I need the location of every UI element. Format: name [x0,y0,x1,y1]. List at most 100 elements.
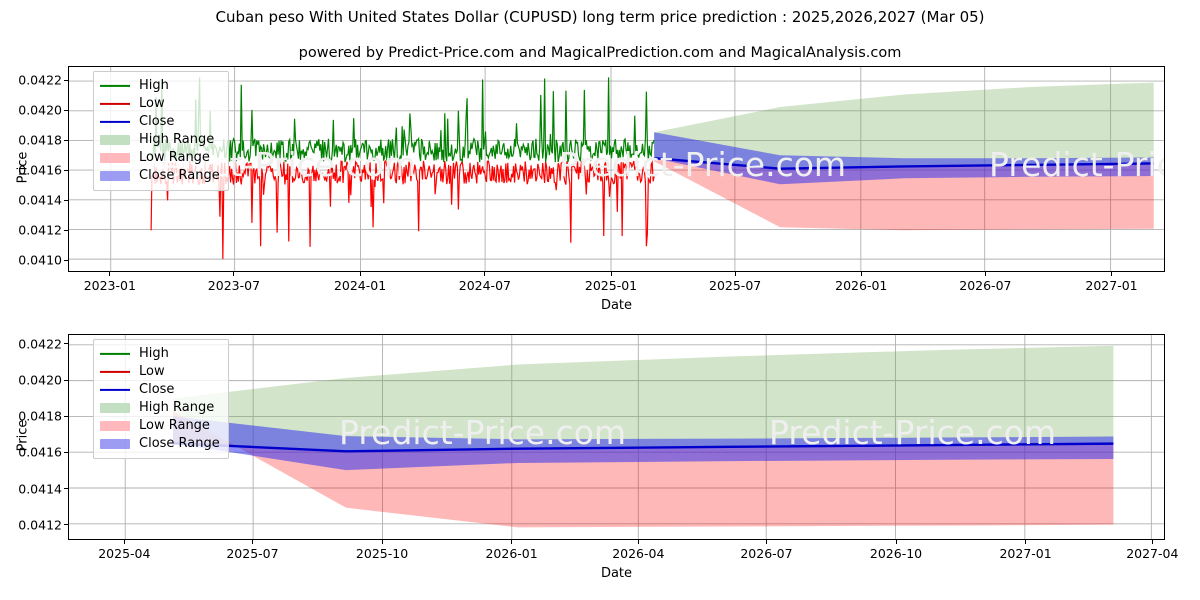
top-chart-legend: High Low Close High Range Low Range Close Ran… [93,71,229,191]
legend-item-close: Close [100,381,220,399]
x-axis-tick-label: 2023-01 [83,278,136,293]
y-tick-mark [64,451,68,453]
legend-swatch-line [100,116,130,128]
x-tick-mark [511,540,513,544]
x-tick-mark [381,540,383,544]
y-axis-tick-label: 0.0412 [18,517,62,533]
legend-label: Close [139,114,175,129]
x-tick-mark [233,272,235,276]
legend-swatch-patch [100,420,130,432]
legend-item-close-range: Close Range [100,435,220,453]
x-axis-label: Date [600,298,633,313]
y-tick-mark [64,229,68,231]
y-axis-tick-label: 0.0414 [18,192,62,208]
x-tick-mark [765,540,767,544]
y-tick-mark [64,79,68,81]
x-axis-tick-label: 2025-07 [708,278,762,293]
y-axis-tick-label: 0.0418 [18,132,62,148]
x-tick-mark [1151,540,1153,544]
y-axis-label: Price [15,151,31,184]
y-axis-tick-label: 0.0416 [18,444,62,460]
y-axis-label: Price [15,419,31,452]
legend-item-high: High [100,345,220,363]
x-tick-mark [1111,272,1113,276]
y-tick-mark [64,199,68,201]
x-axis-tick-label: 2026-10 [869,546,923,561]
y-axis-tick-label: 0.0416 [18,162,62,178]
legend-swatch-patch [100,402,130,414]
x-tick-mark [484,272,486,276]
y-axis-tick-label: 0.0420 [18,372,62,388]
legend-label: High [139,78,169,93]
y-axis-tick-label: 0.0412 [18,222,62,238]
legend-item-low-range: Low Range [100,149,220,167]
x-tick-mark [637,540,639,544]
legend-label: Low Range [139,150,210,165]
x-axis-tick-label: 2025-07 [226,546,279,561]
legend-swatch-line [100,348,130,360]
y-axis-tick-label: 0.0410 [18,252,62,268]
x-axis-tick-label: 2025-04 [98,546,151,561]
x-axis-tick-label: 2026-04 [612,546,665,561]
x-tick-mark [860,272,862,276]
x-axis-tick-label: 2027-04 [1126,546,1179,561]
legend-label: Low [139,96,165,111]
legend-swatch-line [100,80,130,92]
legend-swatch-patch [100,170,130,182]
x-axis-tick-label: 2026-07 [959,278,1012,293]
y-axis-tick-label: 0.0418 [18,408,62,424]
y-axis-tick-label: 0.0422 [18,336,62,352]
legend-swatch-patch [100,134,130,146]
x-axis-tick-label: 2026-07 [740,546,793,561]
legend-swatch-patch [100,152,130,164]
x-axis-tick-label: 2023-07 [207,278,261,293]
y-tick-mark [64,343,68,345]
legend-item-close: Close [100,113,220,131]
legend-label: Close [139,382,175,397]
y-tick-mark [64,259,68,261]
x-axis-tick-label: 2027-01 [999,546,1052,561]
legend-item-close-range: Close Range [100,167,220,185]
legend-swatch-patch [100,438,130,450]
y-tick-mark [64,415,68,417]
y-tick-mark [64,109,68,111]
legend-item-low-range: Low Range [100,417,220,435]
x-tick-mark [610,272,612,276]
top-chart-canvas [69,67,1164,271]
y-axis-tick-label: 0.0414 [18,481,62,496]
legend-swatch-line [100,366,130,378]
x-axis-label: Date [600,566,633,581]
legend-item-low: Low [100,363,220,381]
x-axis-tick-label: 2027-01 [1085,278,1138,293]
y-tick-mark [64,139,68,141]
y-tick-mark [64,524,68,526]
x-tick-mark [109,272,111,276]
page-title: Cuban peso With United States Dollar (CU… [215,8,985,26]
x-tick-mark [984,272,986,276]
legend-swatch-line [100,98,130,110]
x-tick-mark [359,272,361,276]
legend-label: High [139,346,169,361]
x-axis-tick-label: 2024-01 [333,278,387,293]
legend-label: Close Range [139,436,220,451]
x-axis-tick-label: 2025-10 [355,546,409,561]
top-chart-panel: Predict-Price.com Predict-Price.com Pred… [16,66,1165,313]
legend-item-high-range: High Range [100,131,220,149]
legend-label: High Range [139,400,215,415]
legend-label: Low [139,364,165,379]
legend-item-high: High [100,77,220,95]
legend-swatch-line [100,384,130,396]
page-subtitle: powered by Predict-Price.com and Magical… [298,45,902,61]
legend-label: Close Range [139,168,220,183]
legend-item-low: Low [100,95,220,113]
legend-label: Low Range [139,418,210,433]
x-tick-mark [1025,540,1027,544]
x-axis-tick-label: 2025-01 [584,278,638,293]
y-tick-mark [64,169,68,171]
y-tick-mark [64,379,68,381]
x-tick-mark [123,540,125,544]
bottom-chart-panel: Predict-Price.com Predict-Price.com High… [16,334,1178,581]
x-tick-mark [895,540,897,544]
top-plot-area: Predict-Price.com Predict-Price.com Pred… [68,66,1165,272]
